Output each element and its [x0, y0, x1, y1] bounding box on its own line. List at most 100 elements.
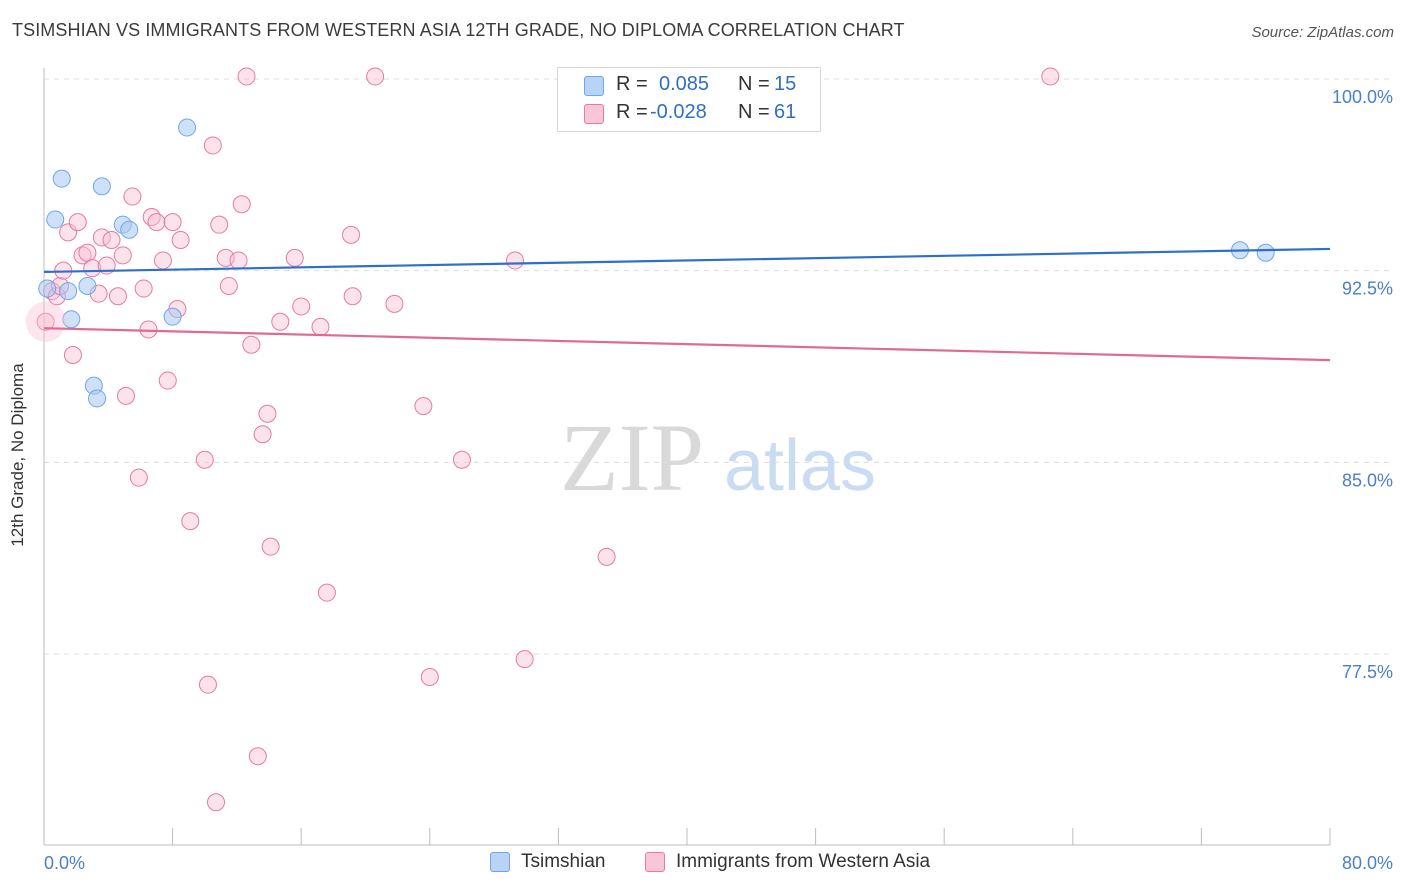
watermark: ZIP atlas: [560, 404, 876, 511]
legend-swatch-western-asia: [645, 852, 665, 872]
point-tsimshian: [88, 389, 107, 408]
trend-line-tsimshian: [43, 247, 1331, 274]
y-tick-labels: 100.0% 92.5% 85.0% 77.5%: [1332, 87, 1393, 682]
point-western-asia: [248, 747, 267, 766]
legend-n-value: 61: [774, 101, 797, 123]
legend-r-label: R =: [616, 73, 648, 95]
point-western-asia: [210, 215, 229, 234]
trend-line-western-asia: [43, 327, 1331, 362]
y-tick-label: 92.5%: [1342, 279, 1393, 299]
legend-r-value: 0.085: [659, 73, 710, 95]
y-tick-label: 100.0%: [1332, 87, 1393, 107]
point-western-asia: [342, 225, 361, 244]
point-western-asia: [219, 277, 238, 295]
x-tick-label: 0.0%: [44, 853, 85, 873]
point-western-asia: [271, 312, 290, 331]
chart-title: TSIMSHIAN VS IMMIGRANTS FROM WESTERN ASI…: [12, 20, 905, 40]
point-western-asia: [232, 195, 251, 214]
point-western-asia: [317, 583, 336, 602]
point-western-asia: [1041, 67, 1060, 86]
legend-r-value: -0.028: [650, 101, 707, 123]
point-western-asia: [78, 243, 97, 262]
point-western-asia: [292, 297, 311, 316]
legend-item-tsimshian: Tsimshian: [490, 851, 605, 873]
point-western-asia: [147, 213, 166, 232]
legend-label-tsimshian: Tsimshian: [521, 851, 606, 872]
point-western-asia: [83, 259, 102, 278]
point-tsimshian: [38, 279, 57, 298]
point-tsimshian: [52, 169, 71, 188]
point-western-asia: [311, 317, 330, 336]
point-western-asia: [158, 371, 177, 390]
point-western-asia-large: [25, 301, 66, 342]
point-western-asia: [420, 668, 439, 686]
point-western-asia: [452, 450, 471, 469]
point-western-asia: [385, 294, 404, 313]
point-western-asia: [229, 251, 248, 270]
point-western-asia: [36, 312, 55, 331]
y-tick-label: 77.5%: [1342, 662, 1393, 682]
point-western-asia: [63, 346, 82, 364]
point-western-asia: [102, 231, 121, 249]
watermark-atlas: atlas: [724, 426, 876, 506]
point-western-asia: [113, 246, 132, 265]
legend-n-value: 15: [774, 73, 797, 95]
point-western-asia: [366, 67, 385, 86]
gridlines: [44, 78, 1392, 655]
point-tsimshian: [92, 177, 111, 196]
point-tsimshian: [78, 277, 97, 295]
legend-item-western-asia: Immigrants from Western Asia: [645, 851, 930, 873]
point-western-asia: [116, 386, 135, 405]
legend-swatch-tsimshian: [584, 76, 604, 96]
point-western-asia: [163, 213, 182, 232]
correlation-legend: R = 0.085 N = 15 R = -0.028 N = 61: [557, 67, 821, 132]
point-western-asia: [505, 251, 524, 270]
point-western-asia: [414, 397, 433, 416]
y-axis-label: 12th Grade, No Diploma: [8, 363, 27, 547]
point-tsimshian: [46, 210, 65, 229]
point-western-asia: [139, 320, 158, 339]
point-tsimshian: [120, 220, 139, 239]
point-western-asia: [73, 246, 92, 265]
x-tick-label: 80.0%: [1342, 853, 1393, 873]
point-western-asia: [242, 335, 261, 354]
legend-swatch-western-asia: [584, 104, 604, 124]
point-western-asia: [198, 675, 217, 694]
point-western-asia: [285, 248, 304, 267]
point-tsimshian: [1256, 243, 1275, 262]
point-western-asia: [153, 251, 172, 270]
point-western-asia: [253, 425, 272, 444]
source-label: Source: ZipAtlas.com: [1251, 24, 1394, 41]
point-western-asia: [195, 450, 214, 469]
point-tsimshian: [62, 310, 81, 329]
point-western-asia: [261, 537, 280, 556]
x-tick-labels: 0.0% 80.0%: [44, 853, 1393, 873]
legend-n-label: N =: [738, 73, 770, 95]
legend-r-label: R =: [616, 101, 648, 123]
point-western-asia: [171, 231, 190, 249]
point-western-asia: [237, 67, 256, 86]
data-points: [25, 67, 1275, 812]
point-western-asia: [181, 512, 200, 531]
point-western-asia: [258, 404, 277, 423]
point-western-asia: [134, 279, 153, 298]
point-tsimshian: [178, 118, 197, 137]
series-legend: Tsimshian Immigrants from Western Asia: [0, 851, 1406, 877]
point-western-asia: [129, 468, 148, 487]
point-western-asia: [68, 213, 87, 232]
legend-swatch-tsimshian: [490, 852, 510, 872]
point-western-asia: [515, 650, 534, 669]
watermark-zip: ZIP: [560, 404, 704, 511]
trend-lines: [43, 247, 1331, 362]
point-western-asia: [142, 208, 161, 226]
legend-n-label: N =: [738, 101, 770, 123]
point-western-asia: [343, 287, 362, 306]
point-tsimshian: [163, 307, 182, 326]
point-western-asia: [108, 287, 127, 306]
axes: [43, 68, 1331, 846]
point-western-asia: [597, 547, 616, 566]
point-western-asia: [203, 136, 222, 155]
y-tick-label: 85.0%: [1342, 470, 1393, 490]
legend-label-western-asia: Immigrants from Western Asia: [676, 851, 931, 872]
